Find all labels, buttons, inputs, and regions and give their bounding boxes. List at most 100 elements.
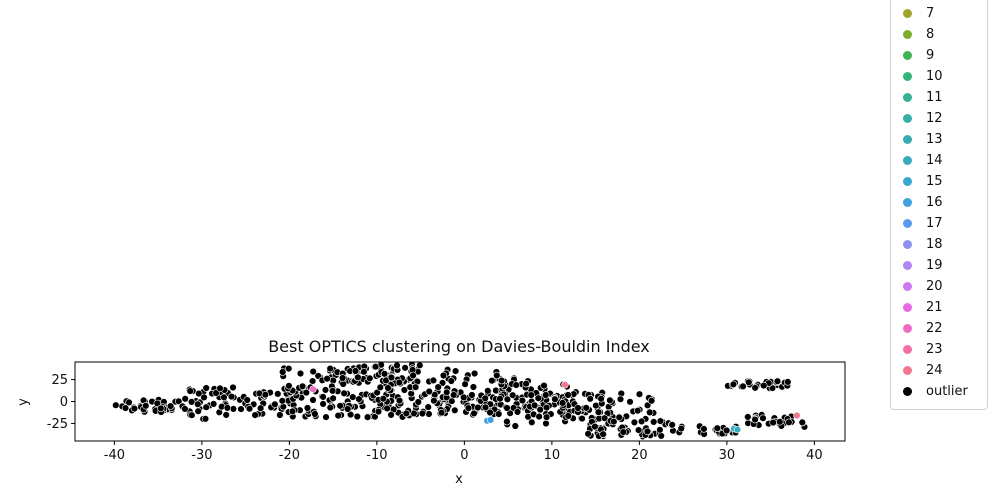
point-cluster-outlier — [371, 413, 379, 421]
legend-label: 11 — [926, 89, 943, 105]
legend-label: outlier — [926, 383, 968, 399]
point-cluster-outlier — [776, 418, 784, 426]
legend-label: 22 — [926, 320, 943, 336]
legend-item: 13 — [903, 129, 943, 149]
legend-marker — [903, 8, 912, 18]
point-cluster-outlier — [278, 397, 286, 405]
point-cluster-outlier — [769, 418, 777, 427]
point-cluster-outlier — [647, 397, 656, 405]
point-cluster-outlier — [309, 396, 317, 404]
point-cluster-outlier — [530, 401, 539, 409]
point-cluster-outlier — [610, 417, 618, 426]
point-cluster-outlier — [222, 411, 230, 419]
legend-marker — [903, 155, 912, 165]
point-cluster-outlier — [633, 407, 642, 415]
point-cluster-outlier — [798, 418, 806, 427]
point-cluster-outlier — [326, 403, 334, 412]
point-cluster-outlier — [251, 411, 259, 419]
point-cluster-outlier — [443, 388, 451, 396]
legend-item: 21 — [903, 297, 943, 317]
point-cluster-outlier — [637, 417, 646, 426]
legend-marker — [903, 218, 912, 228]
legend-marker — [903, 113, 912, 123]
legend-item: 18 — [903, 234, 943, 254]
point-cluster-outlier — [175, 397, 183, 405]
point-cluster-outlier — [542, 419, 550, 428]
point-cluster-outlier — [759, 414, 767, 422]
point-cluster-outlier — [582, 404, 590, 412]
point-cluster-outlier — [308, 377, 317, 385]
point-cluster-outlier — [447, 377, 455, 385]
legend: 7 8 9 10 11 12 13 14 15 16 17 18 19 20 21 22 23 24 outlier — [890, 0, 988, 410]
x-tick-label: 10 — [544, 448, 561, 463]
legend-item: 22 — [903, 318, 943, 338]
legend-marker — [903, 323, 912, 333]
point-cluster-outlier — [256, 404, 265, 412]
legend-marker — [903, 260, 912, 270]
x-tick-label: -10 — [366, 448, 387, 463]
point-cluster-outlier — [401, 364, 409, 372]
point-cluster-outlier — [615, 413, 623, 421]
point-cluster-outlier — [616, 395, 625, 403]
point-cluster-outlier — [528, 418, 536, 426]
legend-marker — [903, 92, 912, 102]
y-tick-label: 25 — [51, 373, 68, 388]
y-axis-label: y — [16, 398, 31, 406]
legend-item: 10 — [903, 66, 943, 86]
point-cluster-outlier — [751, 415, 759, 424]
point-cluster-outlier — [760, 381, 768, 390]
point-cluster-outlier — [380, 370, 389, 378]
point-cluster-outlier — [518, 396, 527, 405]
y-tick-label: 0 — [60, 395, 68, 410]
x-tick-label: 0 — [460, 448, 468, 463]
legend-marker — [903, 71, 912, 81]
point-cluster-outlier — [395, 396, 404, 405]
y-axis: -25 0 25 — [47, 373, 75, 432]
point-cluster-outlier — [626, 398, 634, 406]
legend-item: 15 — [903, 171, 943, 191]
point-cluster-outlier — [564, 412, 572, 420]
point-cluster-outlier — [201, 415, 210, 423]
point-cluster-outlier — [645, 408, 654, 417]
point-cluster-outlier — [302, 388, 310, 397]
point-cluster-outlier — [409, 371, 417, 380]
legend-item: 19 — [903, 255, 943, 275]
point-cluster-outlier — [245, 405, 254, 413]
point-cluster-outlier — [187, 398, 196, 406]
point-cluster-outlier — [474, 403, 482, 412]
point-cluster-outlier — [558, 399, 567, 407]
point-cluster-outlier — [323, 375, 331, 383]
point-cluster-outlier — [188, 411, 196, 419]
point-cluster-outlier — [344, 405, 352, 413]
point-cluster-outlier — [437, 409, 446, 417]
point-cluster-outlier — [656, 426, 664, 434]
point-cluster-outlier — [366, 374, 374, 382]
legend-label: 8 — [926, 26, 935, 42]
point-cluster-outlier — [574, 404, 582, 412]
point-cluster-outlier — [296, 369, 305, 378]
point-cluster-outlier — [298, 382, 307, 390]
point-cluster-outlier — [744, 413, 752, 421]
point-cluster-outlier — [194, 400, 202, 408]
legend-label: 18 — [926, 236, 943, 252]
point-cluster-outlier — [470, 369, 479, 378]
point-cluster-outlier — [157, 404, 165, 413]
point-cluster-outlier — [551, 395, 559, 403]
point-cluster-outlier — [285, 382, 293, 390]
point-cluster-outlier — [349, 393, 357, 401]
point-cluster-outlier — [773, 377, 782, 385]
point-cluster-outlier — [209, 400, 218, 408]
point-cluster-outlier — [216, 384, 224, 392]
legend-label: 23 — [926, 341, 943, 357]
point-cluster-outlier — [656, 417, 665, 425]
point-cluster-outlier — [634, 426, 643, 434]
legend-item: 14 — [903, 150, 943, 170]
point-cluster-outlier — [578, 414, 586, 423]
point-cluster-16 — [486, 416, 495, 424]
point-cluster-outlier — [319, 393, 327, 401]
point-cluster-outlier — [429, 376, 438, 385]
chart-title: Best OPTICS clustering on Davies-Bouldin… — [268, 337, 650, 356]
point-cluster-outlier — [488, 377, 496, 385]
legend-label: 17 — [926, 215, 943, 231]
point-cluster-outlier — [450, 391, 458, 399]
